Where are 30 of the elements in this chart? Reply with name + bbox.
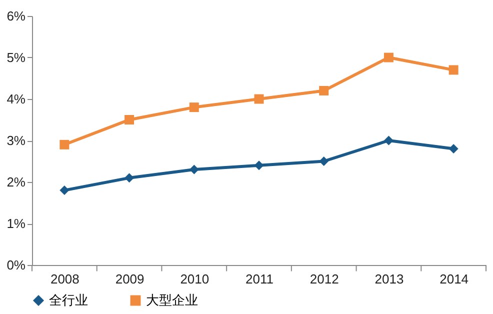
x-tick-label: 2012	[310, 272, 339, 286]
x-tick-label: 2011	[246, 272, 274, 286]
point	[254, 94, 264, 104]
y-tick-label: 1%	[6, 216, 26, 231]
point	[254, 160, 264, 170]
y-tick-label: 2%	[6, 174, 26, 190]
x-tick-label: 2008	[50, 272, 80, 286]
point	[189, 102, 199, 112]
y-tick-label: 0%	[6, 258, 26, 272]
point	[319, 156, 329, 166]
legend-label: 全行业	[49, 294, 88, 309]
point	[319, 86, 329, 96]
y-tick-label: 5%	[6, 50, 26, 65]
x-tick-label: 2013	[374, 272, 404, 286]
legend-label: 大型企业	[146, 294, 198, 309]
point	[60, 186, 70, 196]
x-tick-label: 2009	[115, 272, 144, 286]
point	[384, 136, 394, 146]
y-tick-label: 3%	[6, 133, 26, 148]
point	[189, 164, 199, 174]
x-tick-label: 2014	[440, 272, 469, 286]
x-tick-label: 2010	[180, 272, 210, 286]
point	[448, 144, 458, 154]
point	[124, 173, 134, 183]
point	[384, 52, 394, 62]
point	[124, 115, 134, 124]
point	[60, 140, 70, 150]
point	[448, 65, 458, 75]
y-tick-label: 6%	[6, 8, 26, 24]
y-tick-label: 4%	[6, 92, 26, 106]
